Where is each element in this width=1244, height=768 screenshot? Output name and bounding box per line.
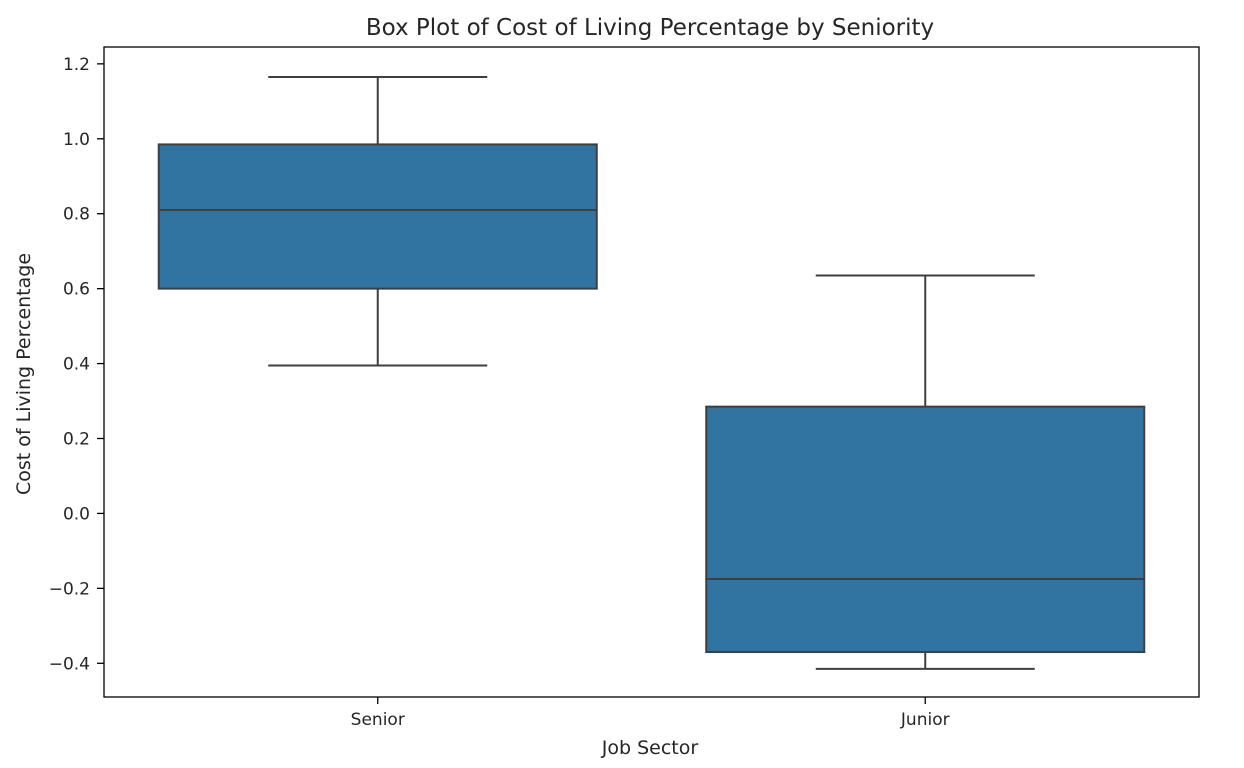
plot-area — [157, 75, 1146, 670]
y-axis: −0.4 −0.2 0.0 0.2 0.4 0.6 0.8 1.0 1.2 — [49, 55, 104, 674]
y-tick-label: 0.0 — [63, 504, 90, 524]
x-tick-label: Junior — [900, 710, 950, 730]
iqr-box — [157, 143, 598, 290]
y-tick-label: 0.8 — [63, 205, 90, 225]
iqr-box — [705, 405, 1146, 654]
x-tick-label: Senior — [351, 710, 405, 730]
y-tick-label: 0.6 — [63, 280, 90, 300]
box-group-senior — [157, 75, 598, 367]
y-tick-label: −0.4 — [49, 654, 90, 674]
y-tick-label: 1.0 — [63, 130, 90, 150]
y-tick-label: −0.2 — [49, 579, 90, 599]
chart-title: Box Plot of Cost of Living Percentage by… — [366, 15, 934, 41]
y-tick-label: 0.2 — [63, 429, 90, 449]
x-axis: Senior Junior — [351, 697, 950, 730]
y-tick-label: 1.2 — [63, 55, 90, 75]
y-axis-label: Cost of Living Percentage — [13, 253, 35, 495]
x-axis-label: Job Sector — [601, 737, 699, 759]
plot-frame — [103, 46, 1200, 698]
box-group-junior — [705, 274, 1146, 670]
y-tick-label: 0.4 — [63, 355, 90, 375]
